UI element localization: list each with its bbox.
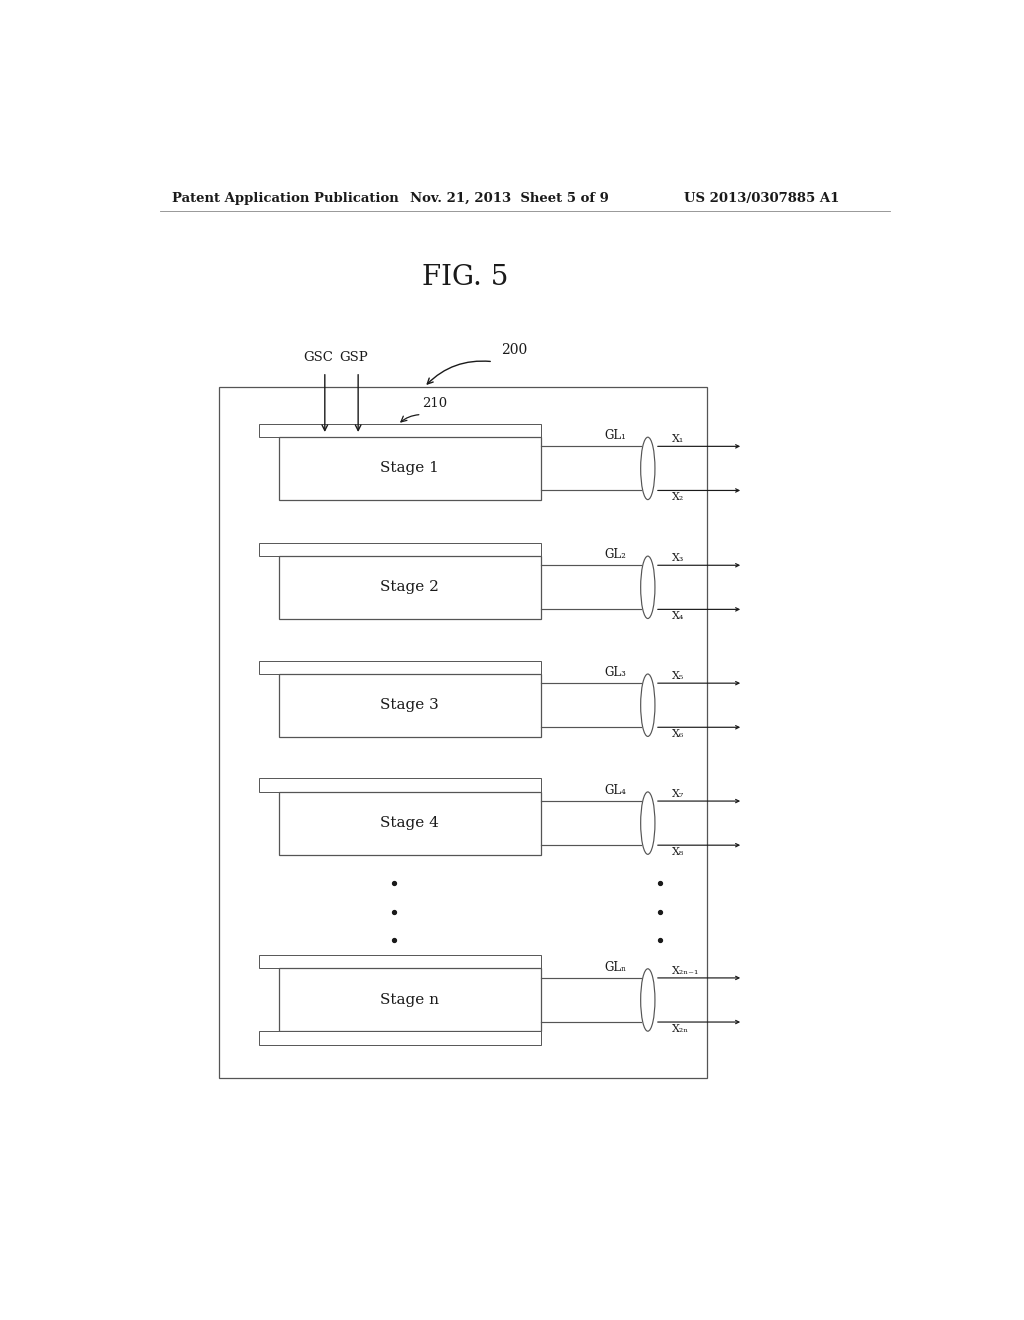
Text: Stage 4: Stage 4 bbox=[380, 816, 439, 830]
Bar bbox=[259, 543, 541, 556]
Text: X₃: X₃ bbox=[672, 553, 684, 564]
Bar bbox=[279, 792, 541, 854]
Text: Patent Application Publication: Patent Application Publication bbox=[172, 191, 398, 205]
Text: GL₄: GL₄ bbox=[604, 784, 626, 797]
Ellipse shape bbox=[641, 675, 655, 737]
Bar bbox=[259, 956, 541, 969]
Text: 210: 210 bbox=[422, 397, 446, 411]
Ellipse shape bbox=[641, 437, 655, 499]
Text: FIG. 5: FIG. 5 bbox=[422, 264, 509, 292]
Text: X₂: X₂ bbox=[672, 492, 684, 503]
Text: X₆: X₆ bbox=[672, 730, 684, 739]
Bar bbox=[259, 779, 541, 792]
Text: GL₃: GL₃ bbox=[604, 667, 626, 678]
Text: Stage 3: Stage 3 bbox=[380, 698, 439, 713]
Bar bbox=[279, 556, 541, 619]
Text: Stage 1: Stage 1 bbox=[380, 462, 439, 475]
Text: GL₂: GL₂ bbox=[604, 548, 626, 561]
Text: GSC: GSC bbox=[303, 351, 334, 364]
Text: X₈: X₈ bbox=[672, 847, 684, 857]
Ellipse shape bbox=[641, 969, 655, 1031]
Ellipse shape bbox=[641, 792, 655, 854]
Text: 200: 200 bbox=[501, 343, 527, 356]
Bar bbox=[279, 969, 541, 1031]
Bar bbox=[219, 387, 708, 1078]
Ellipse shape bbox=[641, 556, 655, 619]
Text: X₂ₙ: X₂ₙ bbox=[672, 1024, 689, 1034]
Text: US 2013/0307885 A1: US 2013/0307885 A1 bbox=[684, 191, 839, 205]
Bar bbox=[279, 437, 541, 500]
Text: Stage 2: Stage 2 bbox=[380, 581, 439, 594]
Text: X₇: X₇ bbox=[672, 789, 684, 799]
Text: Stage n: Stage n bbox=[380, 993, 439, 1007]
Text: X₂ₙ₋₁: X₂ₙ₋₁ bbox=[672, 966, 699, 975]
Bar bbox=[259, 1031, 541, 1044]
Text: Nov. 21, 2013  Sheet 5 of 9: Nov. 21, 2013 Sheet 5 of 9 bbox=[410, 191, 608, 205]
Text: GLₙ: GLₙ bbox=[604, 961, 627, 974]
Bar bbox=[279, 673, 541, 737]
Text: GL₁: GL₁ bbox=[604, 429, 626, 442]
Text: X₁: X₁ bbox=[672, 434, 684, 445]
Text: X₅: X₅ bbox=[672, 671, 684, 681]
Text: X₄: X₄ bbox=[672, 611, 684, 622]
Bar bbox=[259, 660, 541, 673]
Bar bbox=[259, 424, 541, 437]
Text: GSP: GSP bbox=[339, 351, 368, 364]
